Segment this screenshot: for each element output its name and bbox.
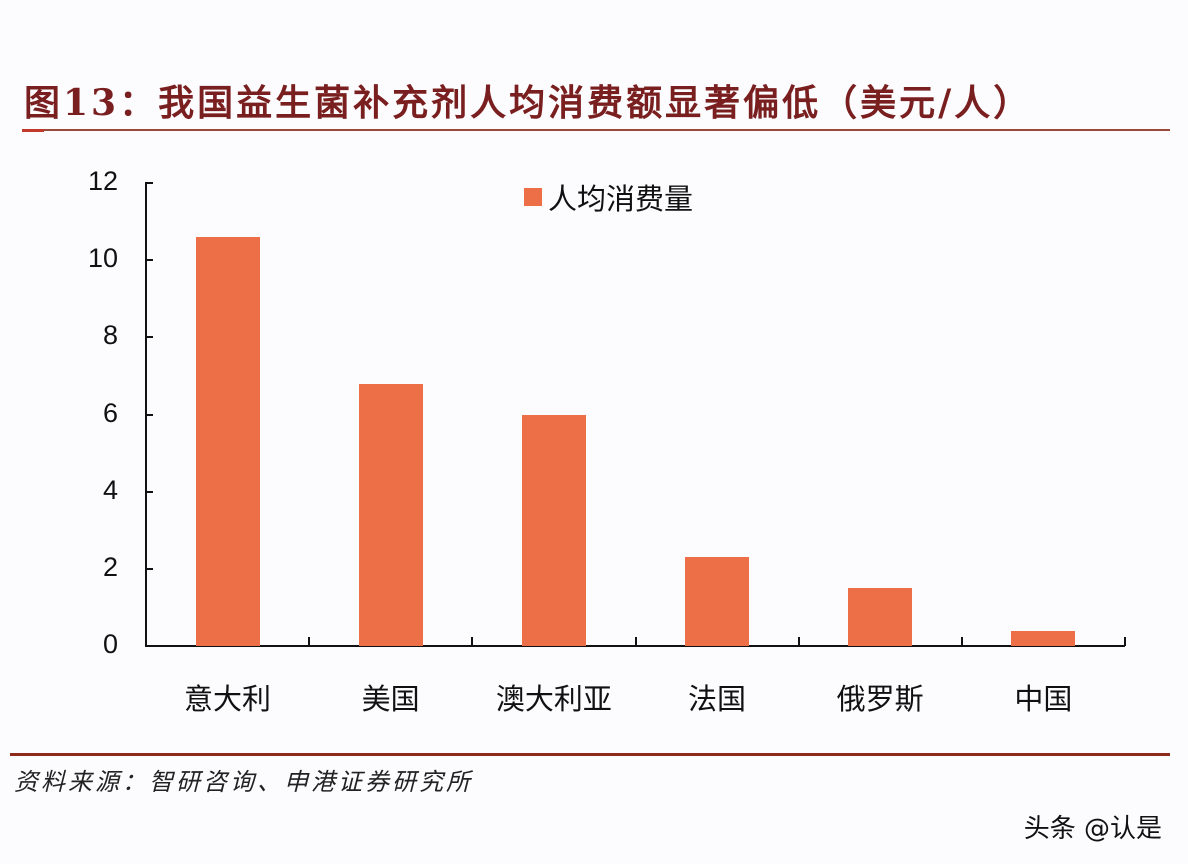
footer-divider — [10, 753, 1170, 756]
x-tick-mark — [634, 637, 637, 646]
bar — [685, 557, 750, 646]
bar — [521, 414, 586, 646]
bar-chart: 人均消费量 0 2 4 6 8 10 12 意大利 美国 澳大利亚 法国 俄罗斯 中国 — [87, 166, 1126, 716]
y-tick-label: 4 — [102, 474, 118, 505]
y-tick-label: 12 — [87, 166, 118, 196]
bar — [848, 588, 913, 646]
y-tick-label: 2 — [102, 551, 118, 582]
y-tick-mark — [145, 645, 153, 647]
bar — [1011, 630, 1076, 646]
x-category-label: 中国 — [1014, 682, 1073, 716]
x-tick-mark — [308, 637, 311, 646]
x-category-label: 美国 — [361, 682, 420, 716]
y-tick-label: 0 — [102, 629, 118, 659]
x-category-label: 俄罗斯 — [836, 682, 924, 716]
title-divider — [22, 129, 1170, 131]
x-axis — [145, 645, 1125, 647]
legend: 人均消费量 — [524, 176, 693, 218]
y-tick-mark — [145, 336, 153, 339]
x-tick-mark — [471, 637, 474, 646]
y-tick-mark — [145, 413, 153, 416]
y-tick-mark — [145, 567, 153, 570]
legend-label: 人均消费量 — [548, 182, 694, 216]
x-tick-mark — [1124, 637, 1126, 646]
x-tick-mark — [797, 637, 800, 646]
y-tick-label: 6 — [102, 397, 118, 428]
y-tick-mark — [145, 259, 153, 262]
legend-swatch-icon — [524, 188, 542, 206]
x-category-label: 意大利 — [183, 682, 271, 716]
y-tick-label: 8 — [102, 320, 118, 351]
x-category-label: 法国 — [687, 682, 746, 716]
bar — [195, 237, 260, 646]
source-note: 资料来源：智研咨询、申港证券研究所 — [14, 768, 473, 796]
x-tick-mark — [960, 637, 963, 646]
y-tick-label: 10 — [87, 243, 118, 274]
watermark: 头条 @认是 — [1023, 814, 1162, 844]
x-category-label: 澳大利亚 — [495, 682, 612, 716]
bar — [358, 383, 423, 646]
y-tick-mark — [145, 182, 153, 184]
title-divider-accent — [22, 129, 44, 132]
y-tick-mark — [145, 490, 153, 493]
chart-title: 图13：我国益生菌补充剂人均消费额显著偏低（美元/人） — [24, 82, 1033, 124]
